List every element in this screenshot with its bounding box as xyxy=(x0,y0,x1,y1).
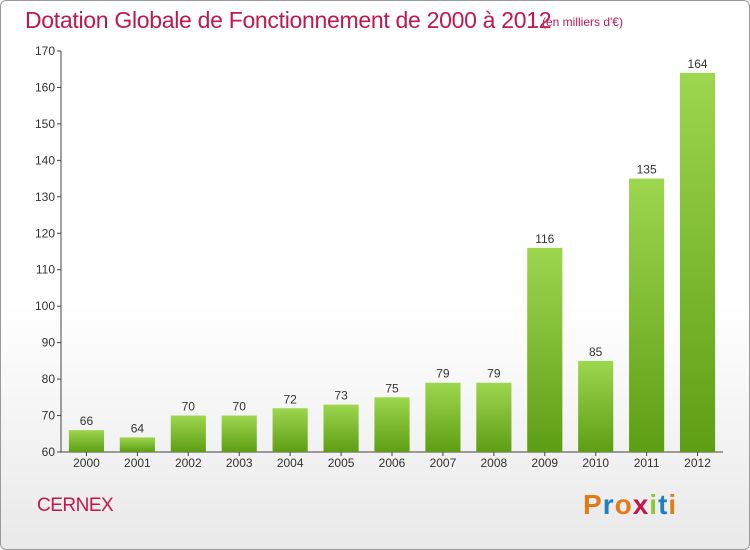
y-tick-label: 140 xyxy=(35,153,55,167)
x-tick-label: 2010 xyxy=(582,456,609,470)
y-tick-label: 160 xyxy=(35,80,55,94)
bar-2011 xyxy=(629,178,665,452)
data-label-2011: 135 xyxy=(637,163,657,177)
y-tick-label: 90 xyxy=(42,336,56,350)
axes: 60 70 80 90 100 110 120 130 140 150 160 170 2000 2001… xyxy=(35,44,723,470)
bar-2006 xyxy=(374,397,410,452)
bar-2004 xyxy=(272,408,308,452)
x-tick-label: 2012 xyxy=(684,456,711,470)
y-tick-label: 150 xyxy=(35,117,55,131)
logo-letter: i xyxy=(668,489,678,520)
bar-2008 xyxy=(476,382,512,452)
x-tick-label: 2007 xyxy=(430,456,457,470)
logo-letter: r xyxy=(602,489,615,520)
data-label-2012: 164 xyxy=(688,57,708,71)
logo-letter: x xyxy=(632,489,650,520)
bar-2012 xyxy=(679,72,716,452)
x-tick-label: 2003 xyxy=(226,456,253,470)
commune-name: CERNEX xyxy=(37,495,114,516)
y-tick-label: 120 xyxy=(35,226,55,240)
x-tick-label: 2006 xyxy=(379,456,406,470)
bars xyxy=(68,72,716,452)
data-label-2008: 79 xyxy=(487,367,501,381)
y-tick-label: 60 xyxy=(42,445,56,459)
x-tick-label: 2002 xyxy=(175,456,202,470)
bar-2009 xyxy=(527,247,563,452)
bar-2003 xyxy=(221,415,257,452)
x-tick-label: 2000 xyxy=(73,456,100,470)
x-tick-label: 2009 xyxy=(531,456,558,470)
y-tick-label: 130 xyxy=(35,190,55,204)
data-label-2000: 66 xyxy=(80,414,94,428)
y-tick-label: 70 xyxy=(42,409,56,423)
bar-2007 xyxy=(425,382,461,452)
data-label-2007: 79 xyxy=(436,367,450,381)
data-label-2009: 116 xyxy=(535,232,554,246)
bar-2002 xyxy=(170,415,206,452)
data-labels: 66 64 70 70 72 73 75 79 79 116 85 135 164 xyxy=(80,57,708,436)
logo-letter: i xyxy=(649,489,659,520)
data-label-2005: 73 xyxy=(334,389,348,403)
data-label-2001: 64 xyxy=(131,421,145,435)
bar-2001 xyxy=(119,437,155,452)
logo-letter: P xyxy=(583,489,603,520)
x-tick-label: 2004 xyxy=(277,456,304,470)
x-tick-label: 2005 xyxy=(328,456,355,470)
data-label-2002: 70 xyxy=(182,400,196,414)
bar-2000 xyxy=(68,430,105,452)
data-label-2004: 72 xyxy=(283,392,297,406)
x-tick-label: 2011 xyxy=(634,456,660,470)
x-tick-label: 2008 xyxy=(480,456,507,470)
bar-2005 xyxy=(323,404,359,452)
chart-title: Dotation Globale de Fonctionnement de 20… xyxy=(25,7,552,33)
proxiti-logo: Proxiti xyxy=(583,489,677,521)
chart-unit-label: (en milliers d'€) xyxy=(542,15,623,29)
y-tick-label: 100 xyxy=(35,299,55,313)
y-tick-label: 170 xyxy=(35,44,55,58)
data-label-2003: 70 xyxy=(233,400,247,414)
data-label-2010: 85 xyxy=(589,345,603,359)
logo-letter: t xyxy=(658,489,669,520)
y-tick-label: 80 xyxy=(42,372,56,386)
bar-2010 xyxy=(578,360,614,452)
x-tick-label: 2001 xyxy=(124,456,151,470)
data-label-2006: 75 xyxy=(385,381,399,395)
logo-letter: o xyxy=(614,489,633,520)
y-tick-label: 110 xyxy=(36,263,55,277)
